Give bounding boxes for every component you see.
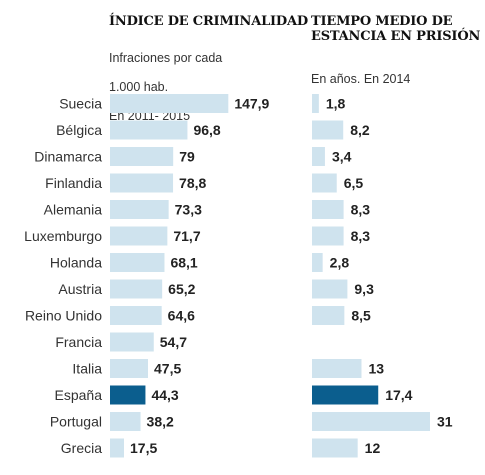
prison-time-value-label: 13 [368,361,384,377]
crime-index-bar [110,359,148,378]
crime-index-bar [110,253,165,272]
crime-index-value-label: 64,6 [168,308,195,324]
crime-index-bar [110,332,154,352]
crime-index-value-label: 47,5 [154,361,181,377]
crime-index-bar [110,226,168,246]
crime-index-bar [110,412,141,431]
category-label: Portugal [50,414,102,430]
crime-index-title: ÍNDICE DE CRIMINALIDAD [109,14,308,29]
prison-time-bar [312,173,337,193]
category-label: Austria [58,281,102,297]
prison-time-value-label: 12 [365,440,381,456]
crime-index-bar [110,94,229,113]
prison-time-bar [312,226,344,246]
category-label: Holanda [50,255,102,271]
prison-time-subtitle: En años. En 2014 [311,72,411,86]
prison-time-bar [312,306,345,325]
prison-time-bar [312,385,379,405]
crime-index-bar [110,200,169,219]
crime-index-value-label: 17,5 [130,440,157,456]
crime-index-value-label: 73,3 [175,202,202,218]
crime-index-bar [110,385,146,405]
crime-index-value-label: 54,7 [160,334,187,350]
crime-index-subtitle-line: 1.000 hab. [109,79,169,94]
prison-time-bar [312,359,362,378]
crime-index-bar [110,306,162,325]
prison-time-value-label: 31 [437,414,453,430]
prison-time-value-label: 6,5 [344,175,364,191]
category-label: Alemania [44,202,103,218]
prison-time-bar [312,147,325,166]
prison-time-value-label: 17,4 [385,387,412,403]
prison-time-bar [312,120,344,140]
crime-index-value-label: 71,7 [173,228,200,244]
crime-index-value-label: 44,3 [151,387,178,403]
crime-index-value-label: 147,9 [234,96,269,112]
category-label: Grecia [61,440,102,456]
prison-time-value-label: 9,3 [354,281,374,297]
crime-index-value-label: 96,8 [193,122,220,138]
crime-index-bar [110,120,188,140]
category-label: Francia [55,334,102,350]
prison-time-value-label: 8,2 [350,122,370,138]
category-label: Luxemburgo [24,228,102,244]
category-label: Dinamarca [34,149,102,165]
crime-index-bar [110,147,174,166]
prison-time-value-label: 1,8 [326,96,346,112]
crime-index-subtitle-line: Infraciones por cada [109,50,223,65]
crime-index-value-label: 78,8 [179,175,206,191]
prison-time-value-label: 8,3 [351,202,371,218]
crime-index-value-label: 68,1 [170,255,197,271]
prison-time-value-label: 3,4 [332,149,352,165]
crime-index-bar [110,279,163,299]
category-label: Italia [72,361,102,377]
crime-index-value-label: 65,2 [168,281,195,297]
prison-time-bar [312,200,344,219]
prison-time-title: TIEMPO MEDIO DE ESTANCIA EN PRISIÓN [311,14,481,44]
category-label: Suecia [59,96,102,112]
prison-time-bar [312,253,323,272]
category-label: Bélgica [56,122,102,138]
crime-index-value-label: 79 [179,149,195,165]
prison-time-value-label: 8,5 [351,308,371,324]
prison-time-value-label: 2,8 [330,255,350,271]
prison-time-bar [312,94,319,113]
prison-time-bar [312,412,430,431]
crime-index-bar [110,173,174,193]
prison-time-value-label: 8,3 [351,228,371,244]
prison-time-bar [312,279,348,299]
crime-index-value-label: 38,2 [147,414,174,430]
category-label: España [55,387,103,403]
category-label: Finlandia [45,175,102,191]
crime-index-bar [110,438,124,458]
prison-time-bar [312,438,358,458]
category-label: Reino Unido [25,308,102,324]
